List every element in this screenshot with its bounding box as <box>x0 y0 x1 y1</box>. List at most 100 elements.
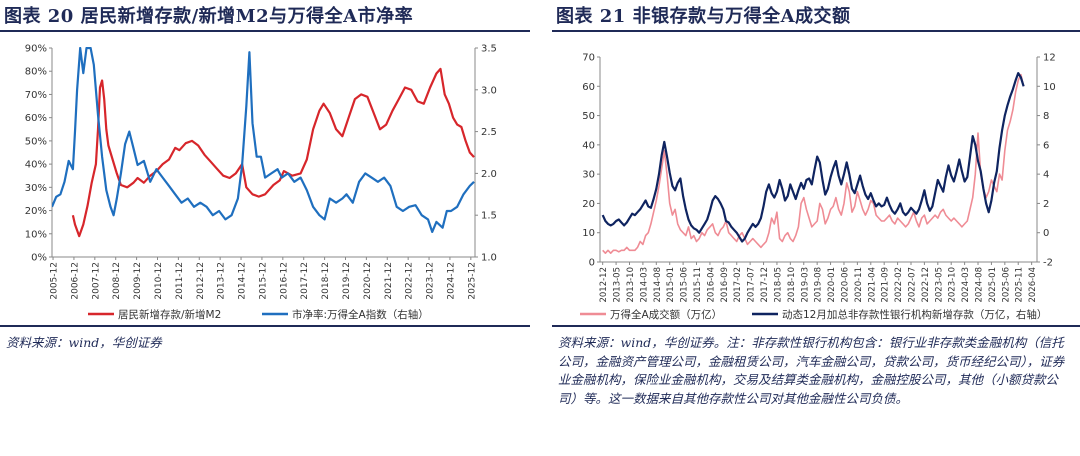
x-tick-label: 2020-11 <box>854 267 864 303</box>
chart-title: 图表 20 居民新增存款/新增M2与万得全A市净率 <box>4 6 414 27</box>
x-tick-label: 2016-12 <box>279 262 289 300</box>
x-tick-label: 2020-12 <box>363 262 373 300</box>
left-tick-label: 50% <box>25 136 47 147</box>
x-tick-label: 2013-10 <box>626 267 636 303</box>
source-note: 资料来源：wind，华创证券 <box>6 335 162 350</box>
series-line-2 <box>601 72 1025 243</box>
x-tick-label: 2025-12 <box>467 262 477 300</box>
left-tick-label: 0 <box>589 258 595 269</box>
x-tick-label: 2017-12 <box>300 262 310 300</box>
x-tick-label: 2017-07 <box>747 267 757 303</box>
x-tick-label: 2015-11 <box>693 267 703 303</box>
x-tick-label: 2015-06 <box>680 267 690 303</box>
x-tick-label: 2022-02 <box>894 267 904 303</box>
x-tick-label: 2008-12 <box>112 262 122 300</box>
chart-nonbank-deposits-turnover: 0 10 20 30 40 50 60 70 -2 0 2 4 6 8 10 12 2012-12 2013-05… <box>580 53 1056 321</box>
left-tick-label: 60% <box>25 113 47 124</box>
x-tick-label: 2023-10 <box>948 267 958 303</box>
right-tick-label: 2 <box>1043 199 1049 210</box>
source-rule <box>0 325 530 327</box>
x-tick-label: 2014-12 <box>238 262 248 300</box>
x-tick-label: 2013-12 <box>217 262 227 300</box>
x-tick-label: 2019-12 <box>342 262 352 300</box>
x-tick-label: 2020-06 <box>840 267 850 303</box>
x-tick-label: 2016-04 <box>706 267 716 303</box>
series-line-1 <box>602 73 1025 254</box>
x-tick-label: 2022-12 <box>405 262 415 300</box>
legend-label: 市净率:万得全A指数（右轴） <box>292 308 429 321</box>
legend-label: 动态12月加总非存款性银行机构新增存款（万亿，右轴） <box>782 308 1047 321</box>
left-tick-label: 70% <box>25 90 47 101</box>
right-tick-label: -2 <box>1043 258 1053 269</box>
title-rule <box>0 30 530 32</box>
right-tick-label: 1.0 <box>481 253 497 264</box>
x-tick-label: 2015-12 <box>258 262 268 300</box>
chart-deposits-m2-pb: 0% 10% 20% 30% 40% 50% 60% 70% 80% 90% 1.0 1.5 2.0 2.… <box>25 44 497 322</box>
left-tick-label: 40% <box>25 160 47 171</box>
x-tick-label: 2023-05 <box>934 267 944 303</box>
x-tick-label: 2021-12 <box>384 262 394 300</box>
left-tick-label: 30% <box>25 183 47 194</box>
left-tick-label: 10 <box>582 228 595 239</box>
left-tick-label: 90% <box>25 44 47 55</box>
x-tick-label: 2022-12 <box>921 267 931 303</box>
left-tick-label: 50 <box>582 111 595 122</box>
left-tick-label: 30 <box>582 170 595 181</box>
x-tick-label: 2025-11 <box>1015 267 1025 303</box>
chart-title: 图表 21 非银存款与万得全A成交额 <box>556 6 851 27</box>
x-tick-label: 2025-06 <box>1001 267 1011 303</box>
x-tick-label: 2014-03 <box>639 267 649 303</box>
source-note: 资料来源：wind，华创证券。注：非存款性银行机构包含：银行业非存款类金融机构（… <box>558 335 1065 406</box>
x-tick-label: 2015-01 <box>666 267 676 303</box>
right-tick-label: 8 <box>1043 111 1049 122</box>
x-tick-label: 2024-03 <box>961 267 971 303</box>
x-tick-label: 2012-12 <box>599 267 609 303</box>
x-tick-label: 2017-02 <box>733 267 743 303</box>
left-tick-label: 20% <box>25 206 47 217</box>
source-rule <box>552 325 1080 327</box>
right-tick-label: 3.0 <box>481 85 497 96</box>
left-tick-label: 60 <box>582 82 595 93</box>
x-tick-label: 2026-04 <box>1028 267 1038 303</box>
x-tick-label: 2021-04 <box>867 267 877 303</box>
right-tick-label: 10 <box>1043 82 1056 93</box>
x-tick-label: 2011-12 <box>175 262 185 300</box>
x-tick-label: 2018-05 <box>773 267 783 303</box>
right-tick-label: 1.5 <box>481 211 497 222</box>
x-tick-label: 2023-12 <box>426 262 436 300</box>
x-tick-label: 2022-07 <box>907 267 917 303</box>
x-tick-label: 2024-12 <box>446 262 456 300</box>
x-tick-label: 2018-12 <box>321 262 331 300</box>
x-tick-label: 2016-09 <box>720 267 730 303</box>
x-tick-label: 2007-12 <box>91 262 101 300</box>
x-tick-label: 2014-08 <box>653 267 663 303</box>
right-tick-label: 12 <box>1043 53 1056 64</box>
right-tick-label: 2.0 <box>481 169 497 180</box>
x-tick-label: 2012-12 <box>196 262 206 300</box>
x-tick-label: 2019-08 <box>814 267 824 303</box>
left-tick-label: 70 <box>582 53 595 64</box>
x-tick-label: 2021-09 <box>881 267 891 303</box>
right-tick-label: 2.5 <box>481 127 497 138</box>
x-tick-label: 2010-12 <box>154 262 164 300</box>
right-tick-label: 0 <box>1043 228 1049 239</box>
left-tick-label: 80% <box>25 67 47 78</box>
x-tick-label: 2017-12 <box>760 267 770 303</box>
x-tick-label: 2020-01 <box>827 267 837 303</box>
legend-label: 居民新增存款/新增M2 <box>118 308 221 321</box>
title-rule <box>552 30 1080 32</box>
right-tick-label: 3.5 <box>481 44 497 55</box>
x-tick-label: 2013-05 <box>613 267 623 303</box>
x-tick-label: 2005-12 <box>50 262 60 300</box>
series-line-2 <box>52 47 475 233</box>
x-tick-label: 2019-03 <box>800 267 810 303</box>
x-tick-label: 2024-08 <box>975 267 985 303</box>
left-tick-label: 0% <box>31 253 47 264</box>
x-tick-label: 2006-12 <box>70 262 80 300</box>
x-tick-label: 2025-01 <box>988 267 998 303</box>
left-tick-label: 20 <box>582 199 595 210</box>
legend-label: 万得全A成交额（万亿） <box>610 308 722 321</box>
right-tick-label: 4 <box>1043 170 1049 181</box>
right-tick-label: 6 <box>1043 140 1049 151</box>
series-line-1 <box>71 67 475 238</box>
